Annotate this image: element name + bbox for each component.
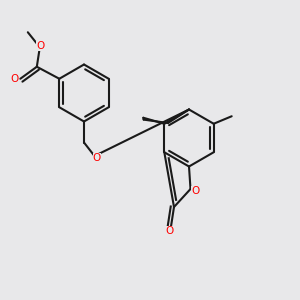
Text: O: O [11,74,19,84]
Text: O: O [36,41,44,51]
Text: O: O [165,226,174,236]
Text: O: O [93,152,101,163]
Text: O: O [191,185,199,196]
